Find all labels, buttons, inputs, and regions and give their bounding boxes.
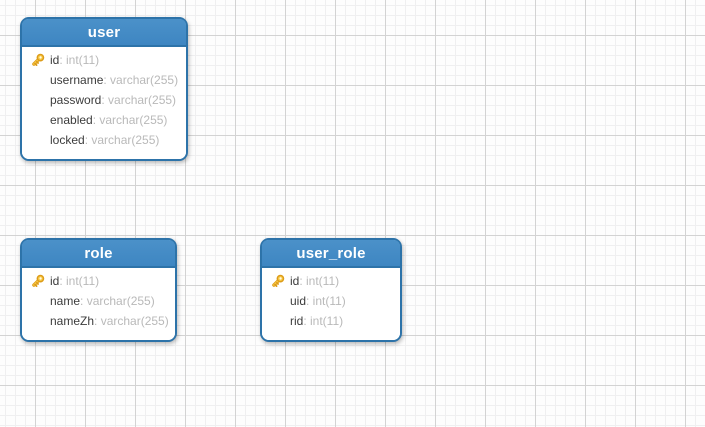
db-table-title: user_role [296, 244, 366, 262]
field-name: id [50, 53, 60, 67]
table-field-row[interactable]: name : varchar(255) [30, 291, 169, 311]
field-name: rid [290, 314, 304, 328]
db-table-body: id : int(11) uid : int(11) [262, 268, 400, 340]
table-field-row[interactable]: password : varchar(255) [30, 90, 180, 110]
field-type: : int(11) [59, 53, 100, 67]
table-field-row[interactable]: id : int(11) [30, 50, 180, 70]
db-table-body: id : int(11) name : varchar(255) [22, 268, 175, 340]
table-field-row[interactable]: id : int(11) [30, 271, 169, 291]
field-type: : int(11) [306, 294, 346, 308]
field-type: : int(11) [303, 314, 344, 328]
field-type: : int(11) [299, 274, 340, 288]
field-name: id [290, 274, 300, 288]
primary-key-icon [270, 273, 290, 289]
field-name: enabled [50, 113, 93, 127]
db-table-body: id : int(11) username : varchar(255) [22, 47, 186, 159]
table-field-row[interactable]: uid : int(11) [270, 291, 394, 311]
field-name: name [50, 294, 81, 308]
db-table[interactable]: user id : int(11) [20, 17, 188, 161]
table-field-row[interactable]: username : varchar(255) [30, 70, 180, 90]
primary-key-icon [30, 52, 50, 68]
db-table[interactable]: role id : int(11) [20, 238, 177, 342]
table-field-row[interactable]: rid : int(11) [270, 311, 394, 331]
field-type: : varchar(255) [94, 314, 169, 328]
db-table[interactable]: user_role id : int(11) [260, 238, 402, 342]
primary-key-icon [30, 273, 50, 289]
db-table-header[interactable]: user_role [262, 240, 400, 268]
table-field-row[interactable]: id : int(11) [270, 271, 394, 291]
table-field-row[interactable]: locked : varchar(255) [30, 130, 180, 150]
field-type: : int(11) [59, 274, 100, 288]
field-name: locked [50, 133, 85, 147]
table-field-row[interactable]: nameZh : varchar(255) [30, 311, 169, 331]
field-name: uid [290, 294, 307, 308]
db-table-title: role [84, 244, 113, 262]
field-type: : varchar(255) [103, 73, 179, 87]
field-name: nameZh [50, 314, 95, 328]
db-table-title: user [87, 23, 121, 41]
db-table-header[interactable]: user [22, 19, 186, 47]
field-name: username [50, 73, 104, 87]
field-type: : varchar(255) [92, 113, 168, 127]
table-field-row[interactable]: enabled : varchar(255) [30, 110, 180, 130]
field-type: : varchar(255) [80, 294, 155, 308]
db-table-header[interactable]: role [22, 240, 175, 268]
field-name: password [50, 93, 102, 107]
field-type: : varchar(255) [84, 133, 160, 147]
field-type: : varchar(255) [101, 93, 177, 107]
field-name: id [50, 274, 60, 288]
